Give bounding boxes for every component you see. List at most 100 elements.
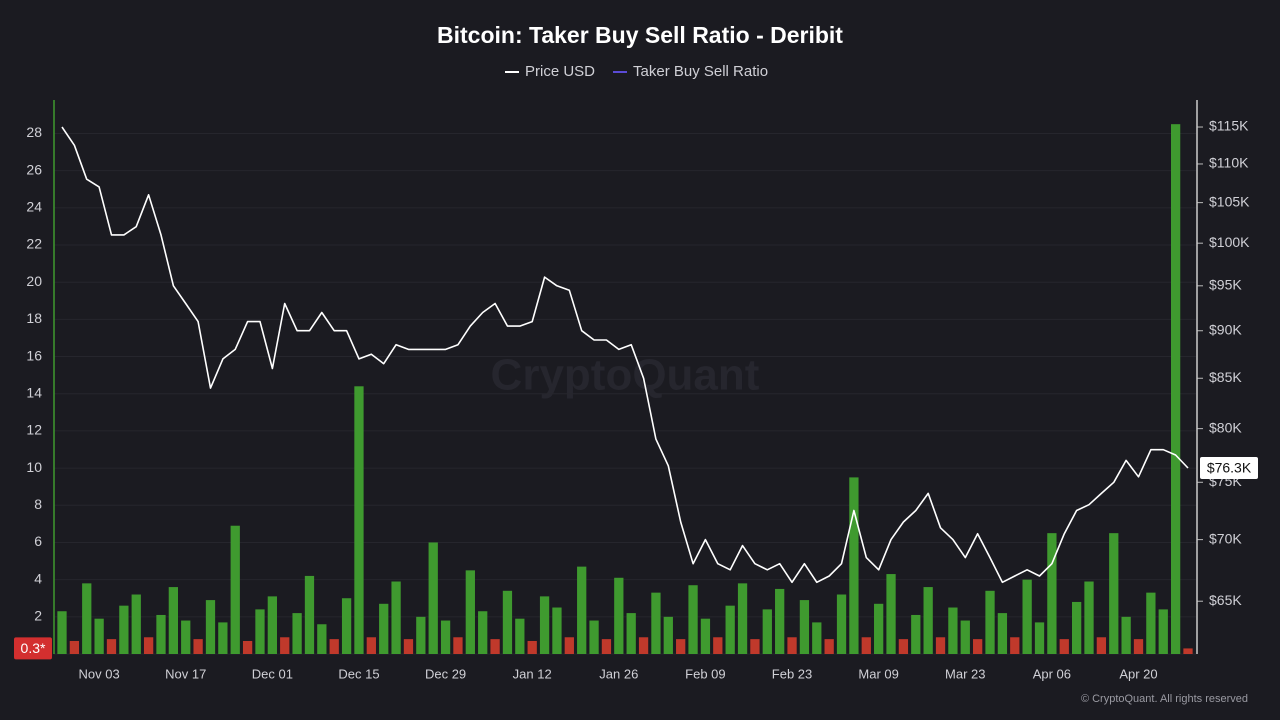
x-tick-label: Mar 09: [858, 666, 898, 681]
chart-title: Bitcoin: Taker Buy Sell Ratio - Deribit: [437, 22, 843, 48]
y-tick-label: 12: [26, 422, 42, 438]
bars: [57, 124, 1193, 654]
y2-tick-label: $105K: [1209, 193, 1250, 209]
bar: [292, 613, 302, 654]
bar: [1109, 533, 1119, 654]
bar: [688, 585, 698, 654]
x-tick-label: Dec 15: [338, 666, 379, 681]
bar: [663, 616, 673, 654]
bar: [589, 620, 599, 654]
bar: [341, 598, 352, 654]
y2-tick-label: $110K: [1209, 155, 1249, 171]
bar: [973, 639, 983, 654]
bar: [762, 609, 772, 654]
x-tick-label: Feb 09: [685, 666, 725, 681]
bar: [737, 583, 748, 654]
bar: [787, 637, 797, 654]
bar: [935, 637, 946, 654]
bar: [985, 590, 995, 654]
bar: [416, 616, 426, 654]
bar: [1146, 592, 1156, 654]
bar: [1034, 622, 1045, 654]
y-tick-label: 8: [34, 496, 42, 512]
x-tick-label: Dec 01: [252, 666, 293, 681]
bar: [465, 570, 475, 654]
y2-tick-label: $80K: [1209, 419, 1242, 435]
y2-tick-label: $100K: [1209, 234, 1250, 250]
bar: [131, 594, 141, 654]
y-tick-label: 14: [26, 384, 42, 400]
y2-tick-label: $70K: [1209, 530, 1242, 546]
bar: [539, 596, 550, 654]
bar: [69, 640, 80, 654]
bar: [218, 622, 228, 654]
y2-tick-label: $115K: [1209, 118, 1249, 134]
bar: [725, 605, 735, 654]
bar: [997, 613, 1008, 654]
bar: [601, 639, 612, 654]
bar: [1133, 639, 1144, 654]
bar: [861, 637, 871, 654]
bar: [515, 618, 525, 654]
bar: [651, 592, 661, 654]
bar: [119, 605, 129, 654]
watermark: CryptoQuant: [491, 351, 760, 400]
bar: [366, 637, 376, 654]
bar: [1047, 533, 1057, 654]
bar: [911, 614, 921, 654]
bar: [700, 618, 711, 654]
bar: [156, 614, 166, 654]
bar: [923, 587, 933, 654]
bar: [836, 594, 847, 654]
y-tick-label: 22: [26, 236, 42, 252]
bar: [527, 640, 537, 654]
bar: [193, 639, 203, 654]
bar: [1010, 637, 1020, 654]
legend: Price USD Taker Buy Sell Ratio: [505, 63, 768, 80]
bar: [106, 639, 117, 654]
x-tick-label: Nov 17: [165, 666, 206, 681]
y-tick-label: 16: [26, 347, 42, 363]
bar: [181, 620, 191, 654]
bar: [57, 611, 67, 654]
bar: [676, 639, 686, 654]
y-tick-label: 26: [26, 161, 42, 177]
x-tick-label: Jan 26: [599, 666, 638, 681]
bar: [750, 639, 760, 654]
x-tick-label: Mar 23: [945, 666, 985, 681]
last-value-label: $76.3K: [1207, 460, 1252, 476]
bar: [824, 639, 834, 654]
x-tick-label: Jan 12: [513, 666, 552, 681]
y2-tick-label: $65K: [1209, 592, 1242, 608]
x-tick-label: Feb 23: [772, 666, 812, 681]
bar: [267, 596, 277, 654]
bar: [1059, 639, 1069, 654]
bar: [775, 588, 785, 654]
bar: [94, 618, 104, 654]
axes: 0246810121416182022242628$65K$70K$75K$80…: [14, 100, 1258, 681]
bar: [886, 574, 896, 654]
bar: [391, 581, 401, 654]
bar: [304, 575, 315, 654]
x-tick-label: Nov 03: [79, 666, 120, 681]
bar: [564, 637, 574, 654]
bar: [1170, 124, 1181, 654]
bar: [205, 600, 216, 654]
bar: [453, 637, 463, 654]
bar: [403, 639, 414, 654]
bar: [440, 620, 451, 654]
bar: [1071, 601, 1082, 654]
bar: [143, 637, 154, 654]
bar: [960, 620, 970, 654]
x-tick-label: Dec 29: [425, 666, 466, 681]
bar: [490, 639, 500, 654]
bar: [168, 587, 179, 654]
footer: © CryptoQuant. All rights reserved: [1081, 693, 1248, 705]
bar: [255, 609, 265, 654]
y-tick-label: 4: [34, 570, 42, 586]
bar: [638, 637, 649, 654]
bar: [713, 637, 723, 654]
lines: [61, 126, 1189, 584]
